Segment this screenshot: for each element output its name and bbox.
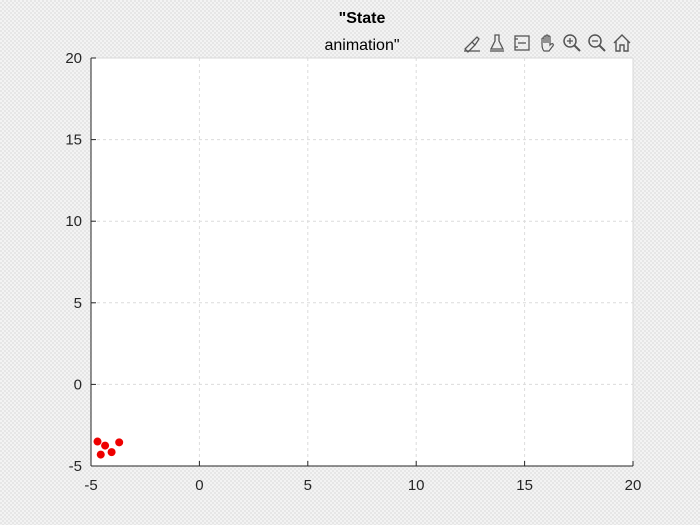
brush-button[interactable] <box>460 31 484 55</box>
restore-view-button[interactable] <box>510 31 534 55</box>
restore-view-icon <box>514 35 530 51</box>
chart-title-line-2: animation" <box>324 37 399 54</box>
zoom-in-button[interactable] <box>560 31 584 55</box>
y-tick-label: 15 <box>65 132 82 149</box>
plot-area[interactable] <box>91 58 633 466</box>
chart-title-line-1: "State <box>339 10 386 27</box>
x-tick-label: 20 <box>625 477 642 494</box>
zoom-out-icon <box>588 34 606 52</box>
zoom-in-icon <box>563 34 581 52</box>
data-point[interactable] <box>93 437 102 446</box>
grid-lines <box>91 58 633 466</box>
tick-labels: -5 0 5 10 15 20 -5 0 5 10 15 20 <box>65 50 641 494</box>
data-points[interactable] <box>93 437 124 459</box>
home-button[interactable] <box>610 31 634 55</box>
x-tick-label: -5 <box>84 477 97 494</box>
x-tick-label: 15 <box>516 477 533 494</box>
axes-toolbar <box>460 31 634 55</box>
data-tips-button[interactable] <box>485 31 509 55</box>
x-tick-label: 5 <box>304 477 312 494</box>
pan-button[interactable] <box>535 31 559 55</box>
data-tip-icon <box>489 34 505 52</box>
x-tick-label: 0 <box>195 477 203 494</box>
home-icon <box>613 34 631 52</box>
zoom-out-button[interactable] <box>585 31 609 55</box>
data-point[interactable] <box>107 448 116 457</box>
x-tick-label: 10 <box>408 477 425 494</box>
y-tick-label: 5 <box>74 295 82 312</box>
y-tick-label: -5 <box>69 458 82 475</box>
y-tick-label: 20 <box>65 50 82 67</box>
data-point[interactable] <box>115 438 124 447</box>
y-tick-label: 10 <box>65 213 82 230</box>
y-tick-label: 0 <box>74 376 82 393</box>
brush-icon <box>464 36 480 53</box>
data-point[interactable] <box>101 441 110 450</box>
axes <box>90 57 634 467</box>
pan-hand-icon <box>541 34 554 52</box>
data-point[interactable] <box>96 450 105 459</box>
